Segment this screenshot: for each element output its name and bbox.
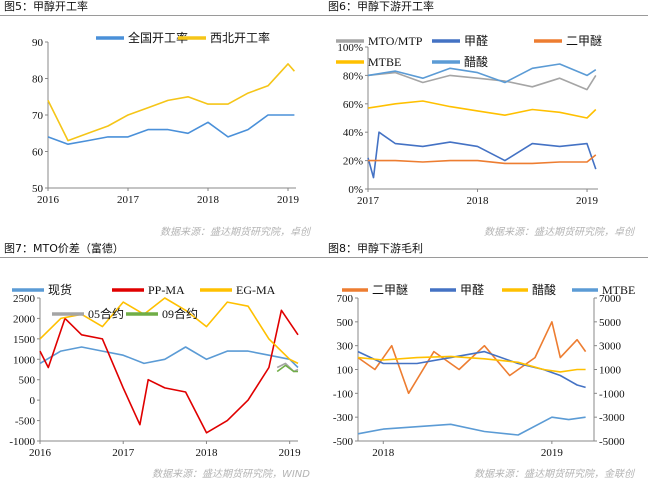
chart-svg: 0% 20% 40% 60% 80% 100% 2017 2018 2019 MTO/MTP 甲醛 二… [336, 33, 602, 207]
y-tick-label: 0 [30, 395, 36, 407]
x-tick-label: 2017 [357, 195, 380, 207]
legend-label: 甲醛 [464, 33, 488, 48]
series-line [357, 416, 586, 436]
x-tick-label: 2019 [576, 195, 599, 207]
y-tick-label: 700 [337, 293, 354, 305]
y-tick-label: 1000 [13, 354, 36, 366]
y-tick-label: 20% [343, 156, 363, 168]
y-tick-label: -500 [15, 416, 36, 428]
series-line [39, 309, 299, 434]
y2-tick-label: 1000 [599, 365, 622, 377]
y2-tick-label: 5000 [599, 317, 622, 329]
legend-label: MTO/MTP [368, 34, 423, 48]
chart-panel-downstream-margin: 图8：甲醇下游毛利 -500 -300 -100 100 300 500 700 -5000-… [324, 242, 648, 483]
x-tick-label: 2017 [117, 194, 140, 206]
x-tick-label: 2018 [195, 447, 218, 459]
chart-svg: -1000 -500 0 500 1000 1500 2000 2500 2016 2017 201… [9, 282, 302, 459]
y2-tick-label: -5000 [599, 436, 625, 448]
y-tick-label: 500 [19, 375, 36, 387]
legend-label: 醋酸 [532, 282, 556, 297]
chart-panel-operating-rate: 图5：甲醇开工率 50 60 70 80 90 2016 2017 2018 2019 全国开工率… [0, 0, 324, 241]
y-tick-label: 2000 [13, 313, 36, 325]
chart-panel-downstream-operating-rate: 图6：甲醇下游开工率 0% 20% 40% 60% 80% 100% 2017 2018 201… [324, 0, 648, 241]
y-tick-label: 500 [337, 317, 354, 329]
series-line [357, 355, 586, 373]
y-tick-label: 60% [343, 99, 363, 111]
series-line [367, 131, 597, 179]
series-line [357, 350, 586, 389]
y-tick-label: -1000 [9, 436, 35, 448]
legend-label: MTBE [368, 55, 401, 69]
x-tick-label: 2019 [279, 447, 302, 459]
chart-svg: 50 60 70 80 90 2016 2017 2018 2019 全国开工率 西北开工率 [32, 30, 300, 206]
source-note: 数据来源：盛达期货研究院，WIND [151, 469, 310, 480]
y-tick-label: 2500 [13, 293, 36, 305]
source-note: 数据来源：盛达期货研究院，卓创 [484, 227, 634, 238]
legend-label: EG-MA [236, 283, 276, 297]
chart-title: 图6：甲醇下游开工率 [324, 0, 648, 16]
y-tick-label: 1500 [13, 334, 36, 346]
series-line [367, 71, 597, 91]
y-tick-label: 70 [32, 110, 44, 122]
x-tick-label: 2019 [541, 447, 564, 459]
y-tick-label: 100% [337, 42, 363, 54]
x-tick-label: 2018 [197, 194, 220, 206]
y-tick-label: 300 [337, 341, 354, 353]
series-line [47, 114, 295, 145]
y-tick-label: 50 [32, 183, 44, 195]
legend-label: MTBE [602, 283, 635, 297]
chart-title: 图5：甲醇开工率 [0, 0, 324, 16]
y2-tick-label: -3000 [599, 412, 625, 424]
series-line [276, 364, 298, 373]
y-tick-label: -300 [333, 412, 354, 424]
source-note: 数据来源：盛达期货研究院，卓创 [160, 227, 310, 238]
x-tick-label: 2016 [29, 447, 52, 459]
series-line [47, 63, 296, 142]
y-tick-label: 60 [32, 147, 44, 159]
y2-tick-label: -1000 [599, 388, 625, 400]
legend-label: 甲醛 [460, 282, 484, 297]
x-tick-label: 2019 [277, 194, 300, 206]
source-note: 数据来源：盛达期货研究院，金联创 [474, 469, 634, 480]
series-line [367, 100, 597, 119]
legend-label: 现货 [48, 282, 72, 297]
y-tick-label: 80 [32, 74, 44, 86]
y-tick-label: 40% [343, 127, 363, 139]
legend-label: 西北开工率 [210, 30, 270, 45]
legend-label: 全国开工率 [128, 30, 188, 45]
chart-title: 图8：甲醇下游毛利 [324, 242, 648, 258]
series-line [39, 297, 299, 365]
x-tick-label: 2018 [467, 195, 490, 207]
y-tick-label: -500 [333, 436, 354, 448]
legend-label: 二甲醚 [372, 283, 408, 297]
y-tick-label: 80% [343, 70, 363, 82]
series-line [39, 346, 299, 369]
y-tick-label: 90 [32, 37, 44, 49]
chart-panel-mto-spread: 图7：MTO价差（富德） -1000 -500 0 500 1000 1500 2000 25… [0, 242, 324, 483]
x-tick-label: 2017 [112, 447, 135, 459]
legend-label: 09合约 [162, 306, 198, 321]
legend-label: 二甲醚 [566, 34, 602, 48]
chart-svg: -500 -300 -100 100 300 500 700 -5000 -3000 -1000 1… [333, 282, 636, 459]
x-tick-label: 2018 [372, 447, 395, 459]
series-line [357, 321, 587, 395]
legend-label: 醋酸 [464, 54, 488, 69]
series-line [368, 154, 597, 165]
y2-tick-label: 7000 [599, 293, 622, 305]
series-line [367, 63, 597, 84]
x-tick-label: 2016 [37, 194, 60, 206]
y-tick-label: 0% [348, 184, 363, 196]
legend-label: 05合约 [88, 306, 124, 321]
series-line [276, 362, 299, 373]
y2-tick-label: 3000 [599, 341, 622, 353]
chart-title: 图7：MTO价差（富德） [0, 242, 324, 258]
y-tick-label: 100 [337, 365, 354, 377]
y-tick-label: -100 [333, 388, 354, 400]
legend-label: PP-MA [148, 283, 185, 297]
